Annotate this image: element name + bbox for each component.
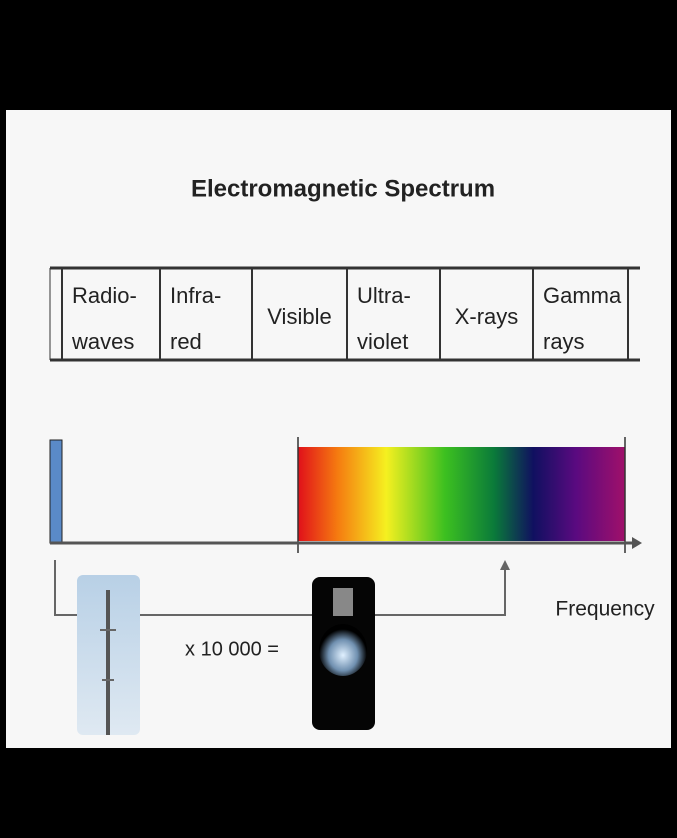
band-label: violet bbox=[357, 329, 408, 354]
spectrum-bar bbox=[298, 447, 625, 541]
page: Electromagnetic Spectrum Radio-waves Infr… bbox=[0, 0, 677, 838]
band-label: Gamma bbox=[543, 283, 622, 308]
band-label: red bbox=[170, 329, 202, 354]
bulb-photo bbox=[312, 577, 375, 730]
band-label: Ultra- bbox=[357, 283, 411, 308]
band-label: X-rays bbox=[455, 304, 519, 329]
band-label: rays bbox=[543, 329, 585, 354]
radio-bar bbox=[50, 440, 62, 543]
axis-label: Frequency bbox=[555, 598, 655, 621]
band-label: waves bbox=[71, 329, 134, 354]
slide: Electromagnetic Spectrum Radio-waves Infr… bbox=[0, 0, 677, 838]
comparison: x 10 000 = bbox=[185, 638, 279, 660]
antenna-photo bbox=[77, 575, 140, 735]
title: Electromagnetic Spectrum bbox=[191, 175, 495, 202]
band-label: Radio- bbox=[72, 283, 137, 308]
band-label: Visible bbox=[267, 304, 331, 329]
band-label: Infra- bbox=[170, 283, 221, 308]
